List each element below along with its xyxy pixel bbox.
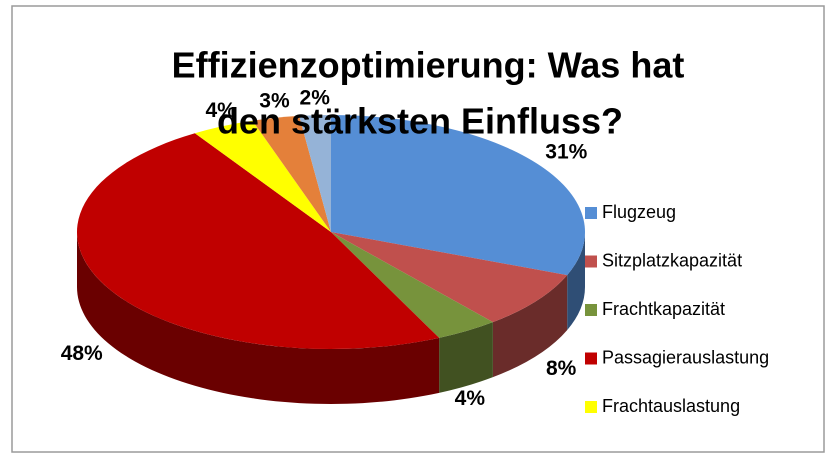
slice [331,232,493,338]
legend-swatch [585,401,597,413]
legend-swatch [585,207,597,219]
slice [252,115,331,232]
slice [331,232,568,323]
legend-label: Flugzeug [602,202,676,222]
slice [76,133,440,350]
chart-title: Effizienzoptimierung: Was hat [172,45,685,86]
slice [194,120,331,232]
data-label: 8% [546,357,577,380]
labels: 31% 8% 4% 48% 4% 3% 2% [61,86,588,410]
legend-swatch [585,352,597,365]
data-label: 48% [61,342,103,365]
slice [299,115,331,232]
slice-side [77,232,440,405]
slice-side [439,322,493,393]
legend-label: Sitzplatzkapazität [602,250,742,270]
data-label: 4% [206,99,237,122]
legend-swatch [585,304,597,316]
legend-label: Frachtauslastung [602,396,740,416]
legend-label: Frachtkapazität [602,299,725,319]
chart-title: den stärksten Einfluss? [217,101,623,142]
data-label: 3% [259,89,290,112]
slice [331,115,585,276]
data-label: 31% [545,141,587,164]
slice-side [492,275,568,378]
legend-label: Passagierauslastung [602,347,769,367]
slice-side [567,232,585,331]
data-label: 4% [455,387,486,410]
data-label: 2% [300,86,331,109]
legend-swatch [585,255,597,268]
pie [76,115,585,405]
